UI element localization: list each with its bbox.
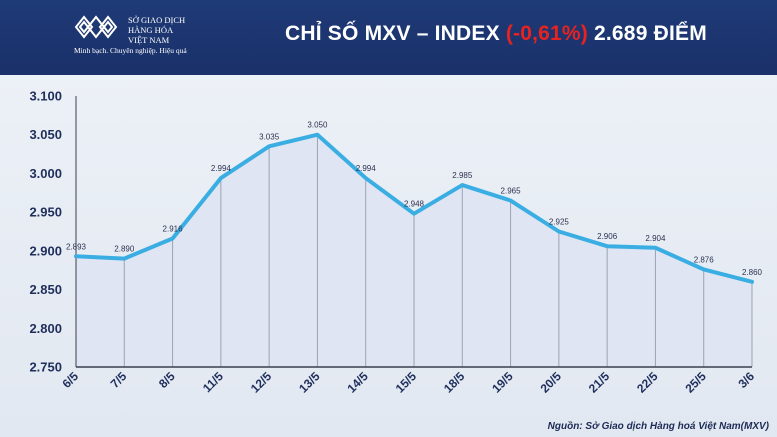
org-name-line1: SỞ GIAO DỊCH — [128, 15, 186, 25]
data-label: 2.925 — [549, 218, 570, 227]
x-tick-label: 18/5 — [441, 369, 468, 396]
x-tick-label: 6/5 — [59, 369, 81, 391]
x-tick-label: 22/5 — [634, 369, 661, 396]
data-label: 2.876 — [694, 255, 715, 264]
data-label: 2.985 — [452, 171, 473, 180]
y-tick-label: 2.900 — [29, 243, 62, 258]
source-note: Nguồn: Sở Giao dịch Hàng hoá Việt Nam(MX… — [547, 421, 769, 432]
x-tick-label: 11/5 — [200, 369, 226, 395]
x-tick-label: 20/5 — [538, 369, 565, 396]
y-tick-label: 3.100 — [29, 89, 62, 104]
org-name-line2: HÀNG HÓA — [128, 25, 174, 35]
y-tick-label: 2.800 — [29, 321, 62, 336]
data-label: 2.994 — [211, 164, 232, 173]
x-tick-label: 21/5 — [586, 369, 613, 396]
data-label: 3.035 — [259, 132, 280, 141]
title-prefix: CHỈ SỐ MXV – INDEX — [285, 22, 506, 45]
index-chart: 2.750 2.800 2.850 2.900 2.950 3.000 3.050 3.100… — [29, 89, 763, 396]
y-tick-label: 2.950 — [29, 205, 62, 220]
org-name: SỞ GIAO DỊCH HÀNG HÓA VIỆT NAM — [128, 15, 208, 45]
x-tick-label: 3/6 — [735, 369, 757, 391]
series-line — [74, 132, 754, 284]
y-tick-label: 3.050 — [29, 127, 62, 142]
y-tick-label: 2.750 — [29, 360, 62, 375]
data-label: 2.893 — [66, 242, 87, 251]
x-tick-label: 14/5 — [344, 369, 371, 396]
title-suffix: 2.689 ĐIỂM — [587, 22, 707, 45]
org-name-line3: VIỆT NAM — [128, 35, 170, 45]
data-label: 2.948 — [404, 200, 425, 209]
data-label: 2.965 — [501, 187, 522, 196]
data-label: 2.890 — [114, 245, 135, 254]
x-tick-label: 15/5 — [393, 369, 420, 396]
mxv-logo-icon — [74, 15, 118, 39]
data-label: 2.916 — [163, 224, 184, 233]
title-change: (-0,61%) — [505, 22, 588, 45]
x-tick-label: 13/5 — [296, 369, 323, 396]
x-tick-label: 12/5 — [248, 369, 275, 396]
y-tick-label: 2.850 — [29, 282, 62, 297]
x-tick-label: 7/5 — [108, 369, 130, 391]
header-bar: SỞ GIAO DỊCH HÀNG HÓA VIỆT NAM Minh bạch… — [0, 0, 777, 75]
mxv-logo: SỞ GIAO DỊCH HÀNG HÓA VIỆT NAM Minh bạch… — [74, 12, 204, 72]
data-label: 2.994 — [356, 164, 377, 173]
data-label: 2.860 — [742, 268, 763, 277]
data-label: 2.904 — [645, 234, 666, 243]
org-tagline: Minh bạch. Chuyên nghiệp. Hiệu quả — [74, 46, 187, 55]
page-title: CHỈ SỐ MXV – INDEX (-0,61%) 2.689 ĐIỂM — [285, 22, 707, 46]
x-tick-label: 25/5 — [682, 369, 709, 396]
y-tick-label: 3.000 — [29, 166, 62, 181]
data-label: 3.050 — [307, 121, 328, 130]
x-tick-label: 8/5 — [156, 369, 178, 391]
x-tick-label: 19/5 — [489, 369, 516, 396]
data-label: 2.906 — [597, 232, 618, 241]
